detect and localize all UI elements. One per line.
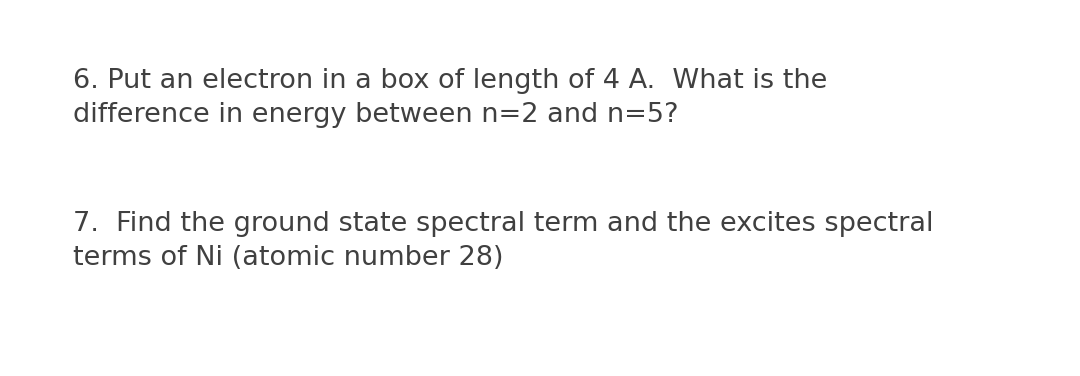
Text: 7.  Find the ground state spectral term and the excites spectral
terms of Ni (at: 7. Find the ground state spectral term a… xyxy=(73,211,934,271)
Text: 6. Put an electron in a box of length of 4 A.  What is the
difference in energy : 6. Put an electron in a box of length of… xyxy=(73,68,827,128)
